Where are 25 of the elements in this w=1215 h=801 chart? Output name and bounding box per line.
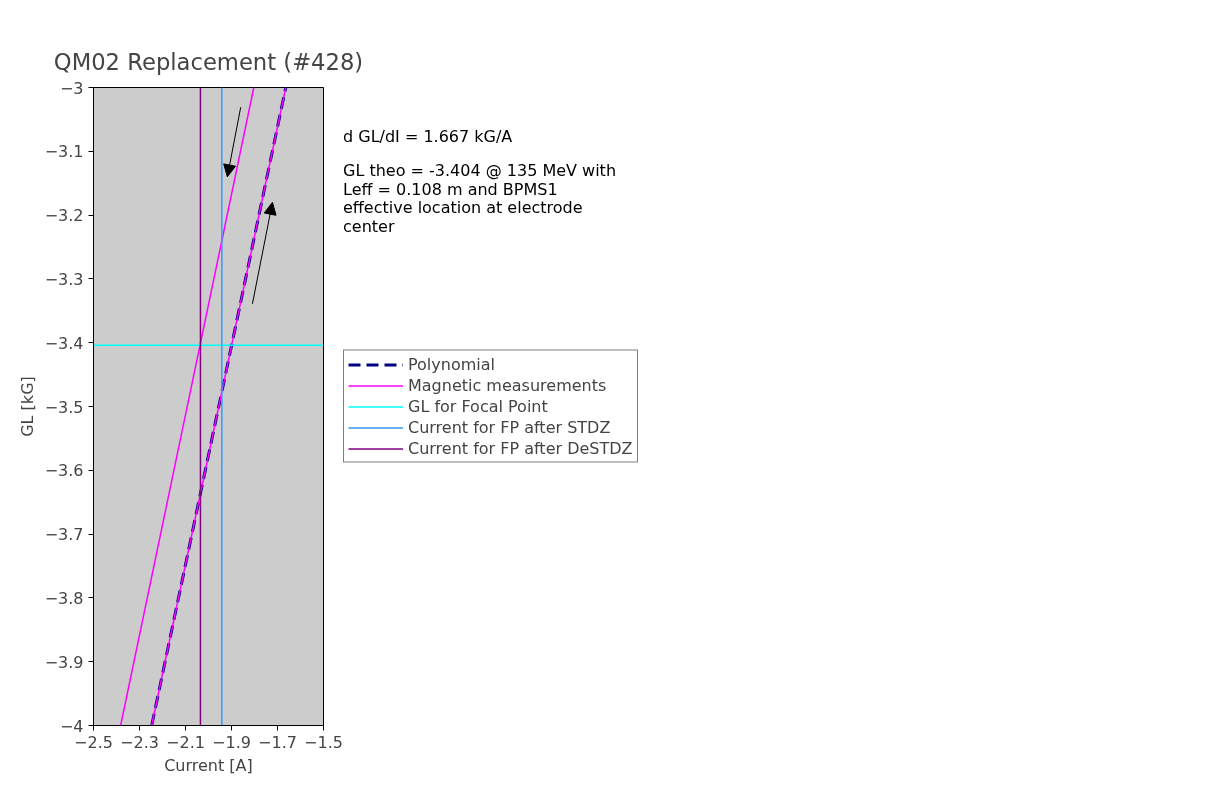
chart-title: QM02 Replacement (#428) bbox=[53, 49, 364, 75]
y-tick-label: −3 bbox=[59, 78, 84, 98]
x-tick-label: −1.7 bbox=[258, 732, 297, 752]
legend-label: Current for FP after DeSTDZ bbox=[408, 438, 633, 458]
y-tick-label: −3.1 bbox=[44, 142, 84, 162]
y-tick-label: −3.9 bbox=[44, 652, 84, 672]
text: d GL/dI = 1.667 kG/A bbox=[343, 127, 514, 147]
legend-label: Polynomial bbox=[408, 354, 495, 374]
x-axis-title: Current [A] bbox=[164, 755, 253, 775]
y-tick-label: −3.3 bbox=[44, 269, 84, 289]
text: GL theo = -3.404 @ 135 MeV with Leff = 0.108 m and BPMS1 effective location at electrode center bbox=[343, 161, 617, 236]
legend-label: Current for FP after STDZ bbox=[408, 417, 611, 437]
legend-label: GL for Focal Point bbox=[408, 396, 548, 416]
x-tick-label: −2.3 bbox=[120, 732, 159, 752]
y-tick-label: −3.8 bbox=[44, 588, 84, 608]
x-tick-label: −1.5 bbox=[304, 732, 343, 752]
y-tick-label: −3.2 bbox=[44, 206, 84, 226]
y-tick-label: −3.6 bbox=[44, 461, 84, 481]
y-axis-title: GL [kG] bbox=[17, 376, 37, 437]
y-tick-label: −3.5 bbox=[44, 397, 84, 417]
x-tick-label: −1.9 bbox=[212, 732, 251, 752]
y-tick-label: −3.4 bbox=[44, 333, 84, 353]
y-tick-label: −3.7 bbox=[44, 525, 84, 545]
legend-label: Magnetic measurements bbox=[408, 375, 607, 395]
x-tick-label: −2.1 bbox=[166, 732, 205, 752]
